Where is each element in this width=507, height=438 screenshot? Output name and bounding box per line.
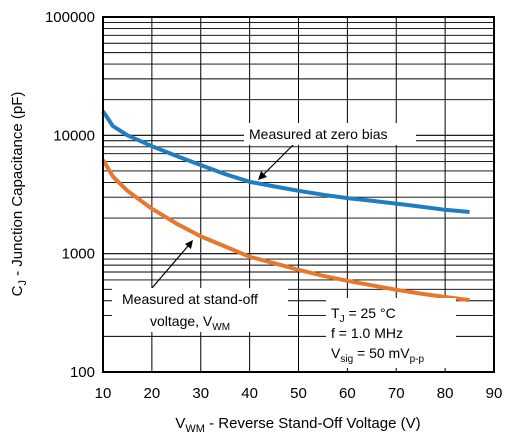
condition-vsig: Vsig = 50 mVp-p [331, 345, 424, 365]
x-tick-label: 10 [95, 385, 112, 402]
standoff-arrow-line [151, 245, 189, 289]
annotation-arrows [151, 143, 295, 289]
zero-bias-label-bg [244, 123, 416, 145]
standoff-label-bg [112, 288, 288, 332]
x-tick-label: 20 [144, 385, 161, 402]
x-tick-label: 60 [339, 385, 356, 402]
zero-bias-label: Measured at zero bias [249, 126, 388, 142]
x-tick-label: 40 [241, 385, 258, 402]
standoff-label-line2: voltage, VWM [150, 313, 230, 333]
y-tick-label: 10000 [53, 127, 95, 144]
series-line-standoff [101, 158, 470, 303]
zero-bias-arrow-line [261, 143, 295, 177]
data-series [101, 110, 470, 303]
x-tick-label: 70 [388, 385, 405, 402]
condition-tj: TJ = 25 °C [331, 305, 396, 325]
x-tick-label: 80 [437, 385, 454, 402]
y-axis-title: CJ - Junction Capacitance (pF) [9, 92, 29, 297]
conditions-bg [326, 298, 456, 368]
standoff-label-line1: Measured at stand-off [122, 291, 258, 307]
y-tick-label: 1000 [62, 246, 95, 263]
y-tick-label: 100 [70, 364, 95, 381]
condition-freq: f = 1.0 MHz [331, 325, 403, 341]
tick-labels: 10 20 30 40 50 60 70 80 90 100 1000 10000 100000 [45, 9, 502, 402]
zero-bias-arrowhead [258, 171, 267, 180]
x-tick-label: 50 [290, 385, 307, 402]
standoff-arrowhead [185, 240, 193, 249]
x-tick-label: 30 [192, 385, 209, 402]
plot-frame [102, 16, 495, 373]
y-tick-label: 100000 [45, 9, 95, 26]
x-tick-label: 90 [486, 385, 503, 402]
x-axis-title: VWM - Reverse Stand-Off Voltage (V) [175, 415, 420, 435]
series-line-zero-bias [101, 110, 470, 214]
